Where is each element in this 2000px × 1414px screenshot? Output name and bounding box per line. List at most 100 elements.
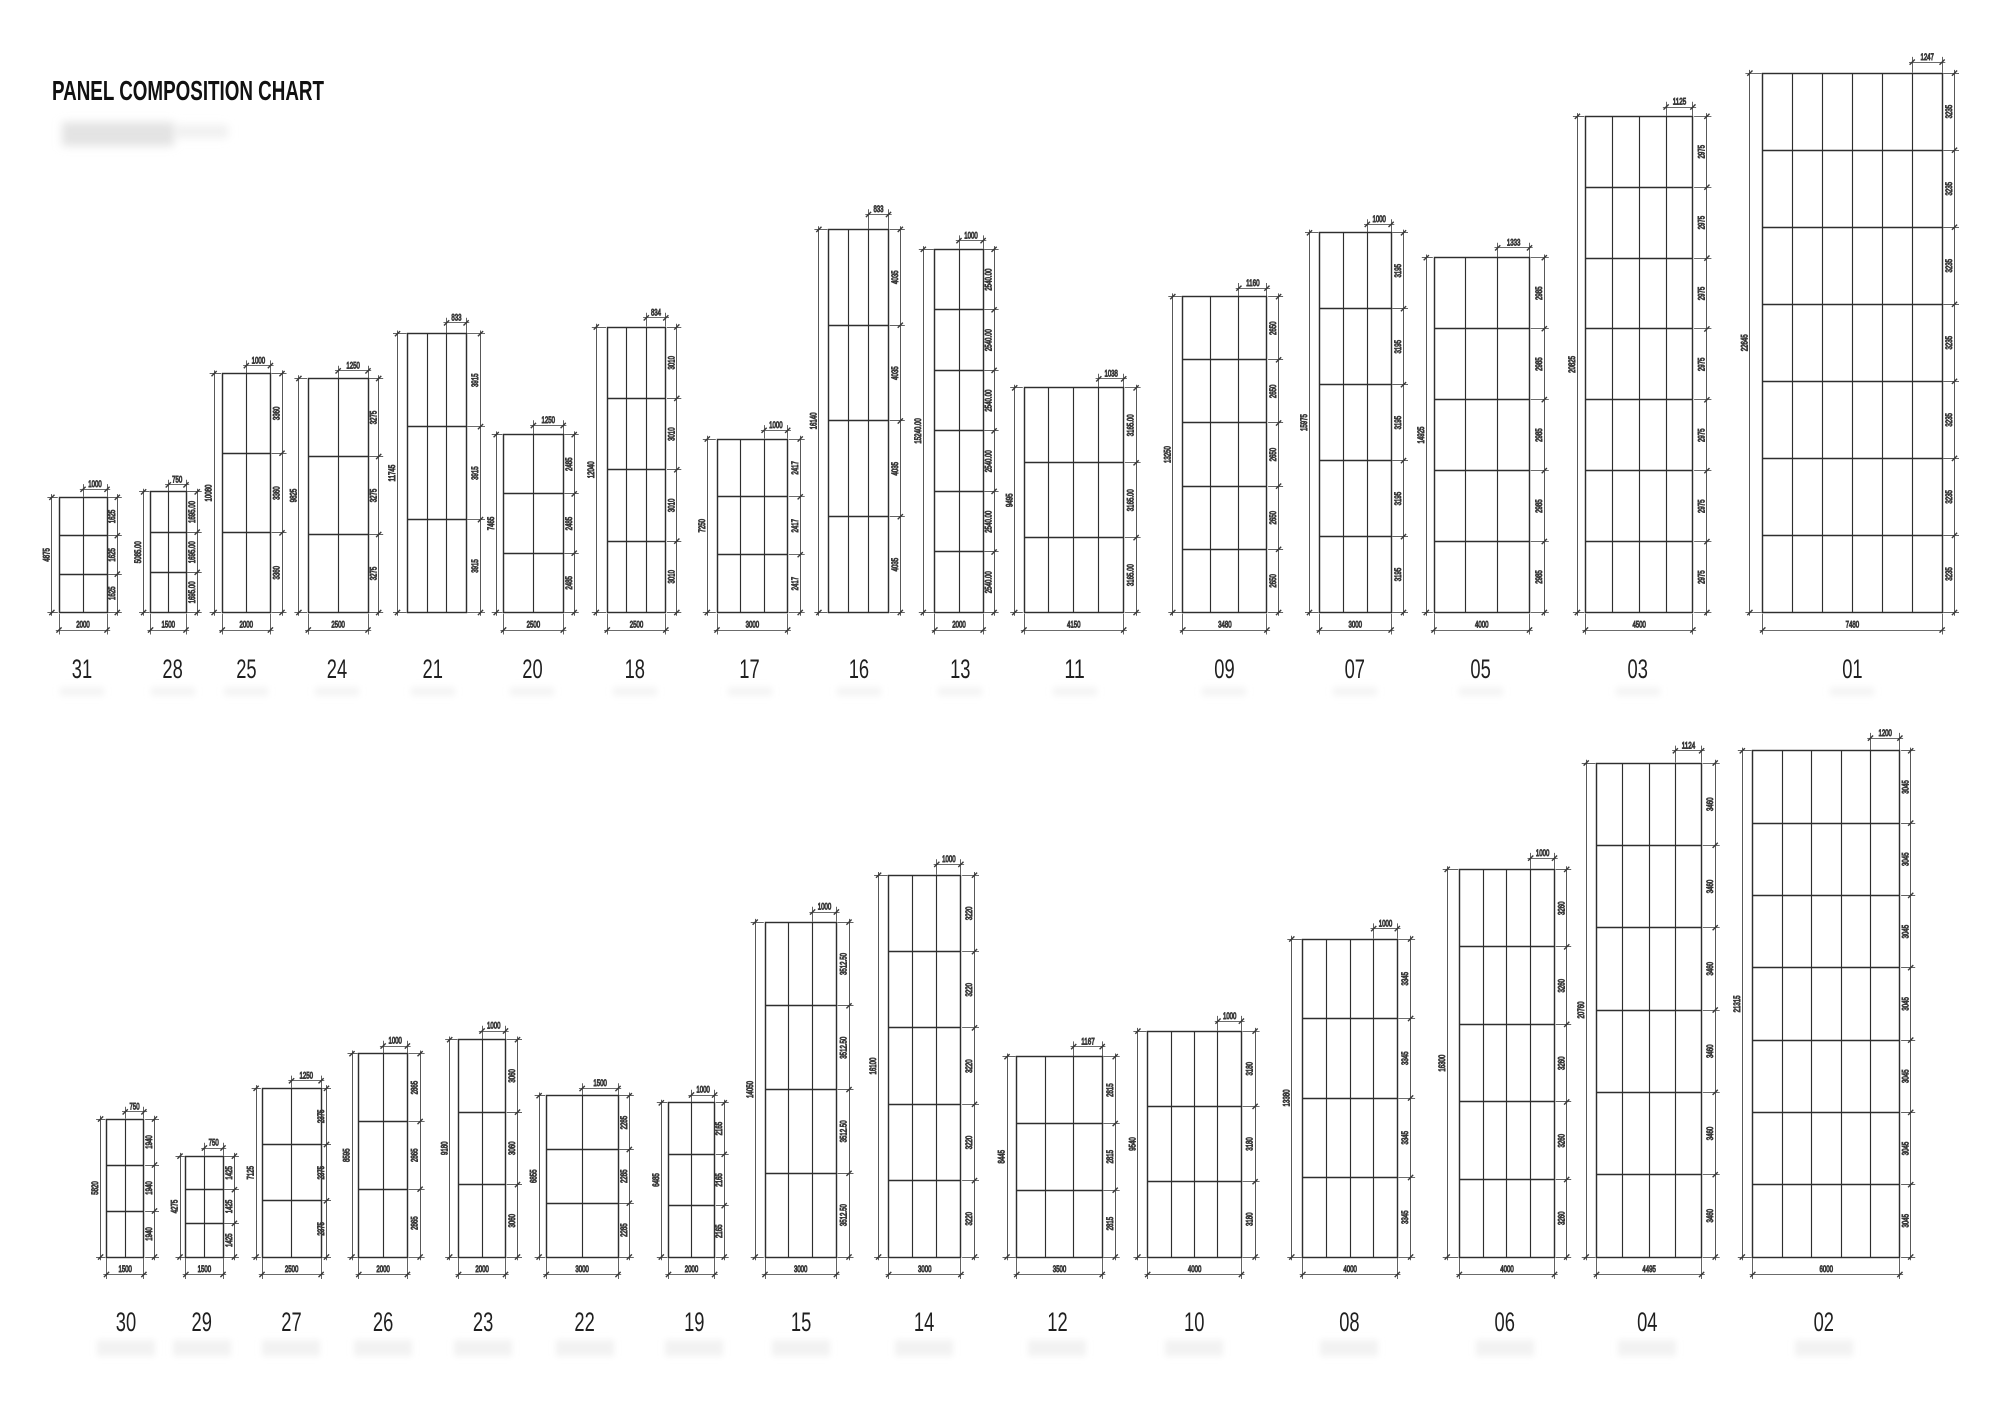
svg-text:18: 18 bbox=[625, 654, 645, 684]
svg-text:1500: 1500 bbox=[118, 1264, 132, 1274]
svg-text:24: 24 bbox=[327, 654, 347, 684]
svg-text:2285: 2285 bbox=[619, 1223, 629, 1237]
svg-text:04: 04 bbox=[1637, 1307, 1657, 1337]
svg-text:3060: 3060 bbox=[507, 1069, 517, 1083]
svg-text:2000: 2000 bbox=[76, 620, 90, 630]
svg-text:2650: 2650 bbox=[1268, 511, 1278, 525]
svg-text:2975: 2975 bbox=[1697, 358, 1707, 372]
svg-text:3275: 3275 bbox=[368, 489, 378, 503]
svg-text:3045: 3045 bbox=[1900, 1214, 1910, 1228]
svg-text:1000: 1000 bbox=[388, 1036, 402, 1046]
svg-text:2975: 2975 bbox=[1697, 499, 1707, 513]
svg-text:3180: 3180 bbox=[1245, 1062, 1255, 1076]
svg-text:05: 05 bbox=[1470, 654, 1490, 684]
svg-text:3000: 3000 bbox=[794, 1264, 808, 1274]
svg-text:2975: 2975 bbox=[1697, 570, 1707, 584]
svg-text:4500: 4500 bbox=[1632, 620, 1646, 630]
svg-text:834: 834 bbox=[651, 308, 661, 318]
svg-text:2375: 2375 bbox=[316, 1110, 326, 1124]
svg-text:28: 28 bbox=[162, 654, 182, 684]
svg-text:1000: 1000 bbox=[1223, 1011, 1237, 1021]
svg-text:14925: 14925 bbox=[1416, 427, 1426, 444]
svg-text:9180: 9180 bbox=[439, 1142, 449, 1156]
svg-text:9495: 9495 bbox=[1004, 493, 1014, 507]
svg-text:1125: 1125 bbox=[1673, 97, 1687, 107]
svg-text:1000: 1000 bbox=[1372, 214, 1386, 224]
svg-text:4495: 4495 bbox=[1642, 1264, 1656, 1274]
svg-text:3915: 3915 bbox=[470, 559, 480, 573]
svg-text:1000: 1000 bbox=[252, 355, 266, 365]
svg-text:3512.50: 3512.50 bbox=[839, 1204, 849, 1226]
svg-text:3060: 3060 bbox=[507, 1214, 517, 1228]
svg-text:3195: 3195 bbox=[1393, 416, 1403, 430]
svg-text:10: 10 bbox=[1184, 1307, 1204, 1337]
svg-text:2500: 2500 bbox=[285, 1264, 299, 1274]
svg-text:3235: 3235 bbox=[1944, 259, 1954, 273]
svg-text:PANEL COMPOSITION CHART: PANEL COMPOSITION CHART bbox=[52, 75, 324, 106]
svg-text:4035: 4035 bbox=[890, 462, 900, 476]
svg-text:3260: 3260 bbox=[1556, 1134, 1566, 1148]
svg-text:09: 09 bbox=[1214, 654, 1234, 684]
svg-text:21: 21 bbox=[423, 654, 443, 684]
svg-text:4035: 4035 bbox=[890, 271, 900, 285]
svg-text:1425: 1425 bbox=[224, 1233, 234, 1247]
svg-text:3180: 3180 bbox=[1245, 1137, 1255, 1151]
svg-text:1333: 1333 bbox=[1507, 238, 1521, 248]
svg-text:1940: 1940 bbox=[144, 1181, 154, 1195]
svg-text:13380: 13380 bbox=[1281, 1090, 1291, 1107]
svg-text:2540.00: 2540.00 bbox=[984, 390, 994, 412]
svg-text:3165.00: 3165.00 bbox=[1126, 414, 1136, 436]
svg-text:3260: 3260 bbox=[1556, 979, 1566, 993]
svg-text:7465: 7465 bbox=[486, 517, 496, 531]
svg-text:5085.00: 5085.00 bbox=[133, 541, 143, 563]
svg-text:3045: 3045 bbox=[1900, 925, 1910, 939]
svg-text:25: 25 bbox=[236, 654, 256, 684]
svg-text:1000: 1000 bbox=[88, 479, 102, 489]
svg-text:15975: 15975 bbox=[1299, 414, 1309, 431]
svg-text:3460: 3460 bbox=[1705, 880, 1715, 894]
svg-text:08: 08 bbox=[1339, 1307, 1359, 1337]
svg-text:1695.00: 1695.00 bbox=[187, 541, 197, 563]
svg-text:14050: 14050 bbox=[745, 1081, 755, 1098]
svg-text:1425: 1425 bbox=[224, 1200, 234, 1214]
svg-text:2975: 2975 bbox=[1697, 216, 1707, 230]
svg-text:2540.00: 2540.00 bbox=[984, 450, 994, 472]
svg-text:3275: 3275 bbox=[368, 411, 378, 425]
svg-text:13: 13 bbox=[950, 654, 970, 684]
svg-text:3000: 3000 bbox=[1349, 620, 1363, 630]
svg-text:2650: 2650 bbox=[1268, 385, 1278, 399]
svg-text:2975: 2975 bbox=[1697, 145, 1707, 159]
svg-text:2985: 2985 bbox=[1534, 570, 1544, 584]
svg-text:5820: 5820 bbox=[90, 1181, 100, 1195]
svg-text:2650: 2650 bbox=[1268, 321, 1278, 335]
svg-text:3220: 3220 bbox=[964, 983, 974, 997]
svg-text:3460: 3460 bbox=[1705, 1127, 1715, 1141]
svg-text:7480: 7480 bbox=[1846, 620, 1860, 630]
svg-text:3220: 3220 bbox=[964, 907, 974, 921]
svg-text:4150: 4150 bbox=[1067, 620, 1081, 630]
svg-text:2165: 2165 bbox=[714, 1225, 724, 1239]
svg-text:2285: 2285 bbox=[619, 1116, 629, 1130]
svg-text:3275: 3275 bbox=[368, 567, 378, 581]
svg-text:1000: 1000 bbox=[964, 230, 978, 240]
svg-text:3235: 3235 bbox=[1944, 105, 1954, 119]
svg-text:3180: 3180 bbox=[1245, 1213, 1255, 1227]
svg-text:1160: 1160 bbox=[1246, 278, 1260, 288]
svg-text:22: 22 bbox=[574, 1307, 594, 1337]
svg-text:4275: 4275 bbox=[170, 1200, 180, 1214]
svg-text:3165.00: 3165.00 bbox=[1126, 489, 1136, 511]
svg-text:3260: 3260 bbox=[1556, 1211, 1566, 1225]
svg-text:07: 07 bbox=[1345, 654, 1365, 684]
svg-text:2865: 2865 bbox=[410, 1081, 420, 1095]
svg-text:2500: 2500 bbox=[630, 620, 644, 630]
svg-text:3165.00: 3165.00 bbox=[1126, 564, 1136, 586]
svg-text:3000: 3000 bbox=[746, 620, 760, 630]
svg-text:3195: 3195 bbox=[1393, 492, 1403, 506]
svg-text:3195: 3195 bbox=[1393, 340, 1403, 354]
svg-text:3500: 3500 bbox=[1053, 1264, 1067, 1274]
svg-text:2485: 2485 bbox=[564, 457, 574, 471]
svg-text:2000: 2000 bbox=[240, 620, 254, 630]
svg-text:2417: 2417 bbox=[790, 519, 800, 533]
svg-text:1625: 1625 bbox=[107, 587, 117, 601]
svg-text:750: 750 bbox=[209, 1138, 219, 1148]
